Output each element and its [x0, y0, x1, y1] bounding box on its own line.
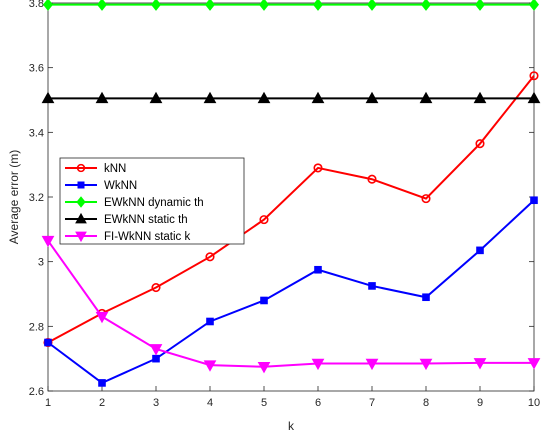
triangle-down-marker — [473, 358, 487, 370]
legend-label: FI-WkNN static k — [104, 231, 190, 243]
triangle-up-marker — [75, 212, 87, 224]
legend-label: kNN — [104, 163, 126, 175]
y-tick-label: 3.2 — [29, 192, 44, 204]
square-marker — [422, 293, 430, 302]
diamond-marker — [420, 0, 432, 11]
x-tick-label: 3 — [153, 397, 159, 409]
series-line — [47, 199, 535, 385]
triangle-up-marker — [311, 91, 325, 104]
x-tick-label: 7 — [369, 397, 375, 409]
legend-label: EWkNN dynamic th — [104, 197, 204, 209]
series-2 — [42, 0, 540, 11]
diamond-marker — [528, 0, 540, 11]
legend-entry: FI-WkNN static k — [65, 231, 190, 243]
series-layer — [41, 0, 541, 387]
triangle-up-marker — [257, 91, 271, 104]
triangle-up-marker — [149, 91, 163, 104]
x-tick-label: 6 — [315, 397, 321, 409]
triangle-down-marker — [311, 358, 325, 371]
x-tick-label: 8 — [423, 397, 429, 409]
square-marker — [260, 296, 268, 305]
series-4 — [41, 235, 541, 374]
circle-marker — [367, 174, 377, 184]
square-marker — [44, 338, 52, 347]
legend-entry: EWkNN dynamic th — [65, 196, 204, 209]
diamond-marker — [96, 0, 108, 11]
x-tick-label: 1 — [45, 397, 51, 409]
diamond-marker — [204, 0, 216, 11]
legend-label: EWkNN static th — [104, 214, 188, 226]
series-1 — [44, 196, 538, 387]
series-3 — [41, 91, 541, 104]
triangle-up-marker — [41, 91, 55, 104]
triangle-up-marker — [527, 91, 541, 104]
legend-entry: EWkNN static th — [65, 212, 188, 226]
diamond-marker — [474, 0, 486, 11]
x-tick-label: 10 — [528, 397, 540, 409]
x-tick-label: 9 — [477, 397, 483, 409]
legend: kNN WkNN EWkNN dynamic th EWkNN static th FI… — [59, 157, 245, 245]
series-0 — [43, 71, 539, 348]
triangle-down-marker — [203, 360, 217, 372]
triangle-up-marker — [473, 91, 487, 104]
legend-label: WkNN — [104, 180, 137, 192]
diamond-marker — [76, 196, 86, 208]
triangle-down-marker — [95, 311, 109, 324]
diamond-marker — [42, 0, 54, 11]
triangle-up-marker — [95, 91, 109, 104]
diamond-marker — [366, 0, 378, 11]
triangle-down-marker — [419, 358, 433, 371]
triangle-down-marker — [365, 358, 379, 371]
y-axis-ticks: 2.6 2.8 3 3.2 3.4 3.6 3.8 — [29, 0, 534, 398]
square-marker — [530, 196, 538, 205]
square-marker — [206, 317, 214, 326]
square-marker — [152, 354, 160, 363]
y-tick-label: 2.6 — [29, 386, 44, 398]
x-tick-label: 2 — [99, 397, 105, 409]
y-axis-title: Average error (m) — [7, 150, 21, 244]
circle-marker — [151, 282, 161, 293]
diamond-marker — [312, 0, 324, 11]
circle-marker — [76, 163, 86, 173]
triangle-down-marker — [149, 344, 163, 356]
y-tick-label: 3.4 — [29, 127, 44, 139]
y-tick-label: 2.8 — [29, 321, 44, 333]
triangle-up-marker — [419, 91, 433, 104]
x-axis-title: k — [288, 419, 295, 433]
circle-marker — [475, 139, 485, 149]
square-marker — [476, 246, 484, 255]
y-tick-label: 3.8 — [29, 0, 44, 10]
triangle-down-marker — [257, 361, 271, 374]
square-marker — [77, 181, 85, 189]
circle-marker — [421, 194, 431, 204]
circle-marker — [313, 163, 323, 173]
circle-marker — [205, 252, 215, 262]
x-tick-label: 4 — [207, 397, 213, 409]
legend-entry: kNN — [65, 163, 126, 175]
triangle-down-marker — [41, 235, 55, 248]
diamond-marker — [258, 0, 270, 11]
x-tick-label: 5 — [261, 397, 267, 409]
y-tick-label: 3.6 — [29, 63, 44, 75]
triangle-down-marker — [75, 231, 87, 243]
circle-marker — [529, 71, 539, 81]
legend-entry: WkNN — [65, 180, 137, 192]
series-line — [47, 75, 535, 344]
y-tick-label: 3 — [38, 257, 44, 269]
diamond-marker — [150, 0, 162, 11]
square-marker — [98, 379, 106, 387]
square-marker — [368, 282, 376, 290]
triangle-down-marker — [527, 358, 541, 370]
series-line — [47, 240, 534, 368]
triangle-up-marker — [203, 91, 217, 104]
triangle-up-marker — [365, 91, 379, 104]
square-marker — [314, 265, 322, 274]
circle-marker — [259, 215, 269, 225]
